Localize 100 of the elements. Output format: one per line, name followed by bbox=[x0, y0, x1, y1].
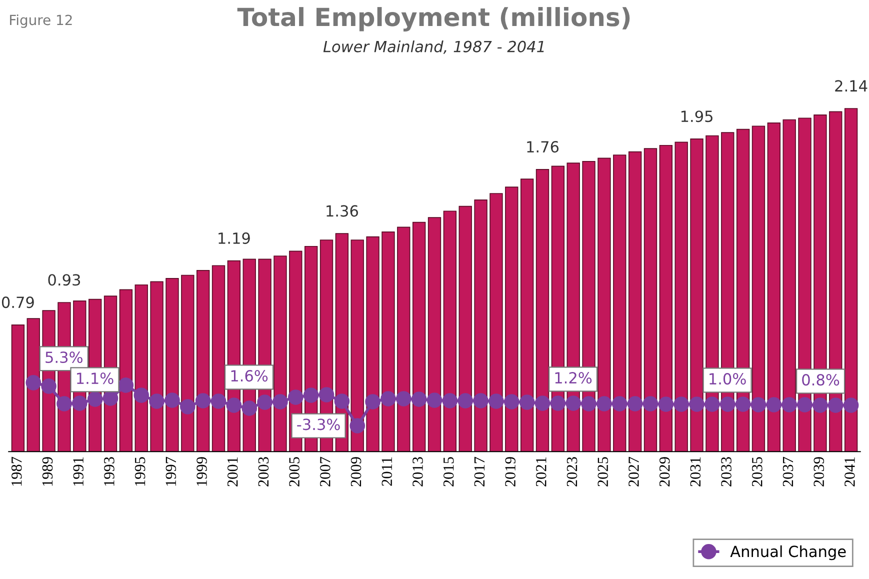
bar bbox=[690, 138, 704, 452]
point bbox=[473, 393, 488, 408]
x-tick-label: 2013 bbox=[412, 457, 423, 486]
caption: Figure 12 bbox=[10, 14, 72, 28]
point bbox=[380, 391, 396, 406]
point bbox=[303, 388, 319, 403]
bar bbox=[767, 122, 781, 452]
point bbox=[442, 393, 458, 408]
x-tick-label: 2001 bbox=[227, 457, 238, 486]
point bbox=[288, 390, 304, 405]
bar bbox=[844, 108, 858, 452]
bar bbox=[166, 278, 179, 452]
x-tick-label: 1989 bbox=[42, 457, 53, 486]
point bbox=[411, 392, 427, 407]
point bbox=[519, 394, 535, 410]
data-label: 1.19 bbox=[218, 232, 250, 244]
point bbox=[642, 396, 658, 412]
point bbox=[195, 393, 211, 408]
data-label: 1.95 bbox=[681, 110, 712, 122]
bar bbox=[520, 178, 534, 452]
bar bbox=[505, 186, 518, 452]
data-label: 1.1% bbox=[77, 372, 114, 384]
bar bbox=[613, 154, 626, 452]
point bbox=[210, 394, 226, 409]
point bbox=[658, 396, 674, 412]
x-tick-label: 2035 bbox=[752, 457, 762, 486]
bar bbox=[119, 289, 133, 452]
bar bbox=[412, 222, 426, 452]
point bbox=[627, 396, 643, 412]
x-tick-label: 2009 bbox=[350, 457, 362, 486]
bar bbox=[598, 158, 611, 452]
x-tick-label: 2011 bbox=[382, 457, 392, 486]
x-tick-label: 2007 bbox=[320, 456, 330, 486]
x-tick-label: 2041 bbox=[844, 457, 855, 486]
point bbox=[72, 396, 88, 411]
x-tick-label: 2025 bbox=[598, 457, 608, 486]
point bbox=[118, 378, 134, 393]
point bbox=[102, 390, 118, 406]
x-tick-label: 2015 bbox=[443, 457, 454, 486]
bar bbox=[181, 274, 194, 452]
point bbox=[350, 418, 365, 434]
point bbox=[365, 394, 380, 410]
point bbox=[843, 398, 859, 413]
point bbox=[735, 396, 751, 412]
point bbox=[396, 391, 412, 406]
x-tick-label: 2003 bbox=[258, 457, 269, 486]
point bbox=[257, 394, 272, 410]
x-tick-label: 2023 bbox=[566, 457, 578, 486]
x-tick-label: 1991 bbox=[73, 457, 84, 486]
point bbox=[766, 397, 782, 412]
point bbox=[750, 397, 766, 412]
data-label: 0.93 bbox=[48, 274, 80, 286]
bar bbox=[428, 217, 442, 452]
x-tick-label: 1987 bbox=[11, 456, 22, 486]
x-tick-label: 2019 bbox=[505, 457, 516, 486]
point bbox=[164, 392, 180, 408]
data-label: 1.2% bbox=[555, 372, 592, 384]
point bbox=[534, 396, 550, 411]
bar bbox=[11, 324, 25, 452]
point bbox=[581, 396, 596, 412]
point bbox=[720, 396, 736, 412]
point bbox=[149, 394, 164, 409]
legend-label: Annual Change bbox=[730, 545, 846, 560]
point bbox=[504, 394, 520, 410]
x-tick-label: 1995 bbox=[134, 457, 146, 486]
bar bbox=[458, 206, 472, 452]
bar bbox=[752, 126, 766, 452]
bar bbox=[134, 284, 148, 452]
x-tick-label: 2039 bbox=[814, 457, 824, 486]
x-tick-label: 2033 bbox=[721, 457, 732, 486]
x-tick-label: 2005 bbox=[289, 457, 300, 486]
point bbox=[612, 396, 628, 412]
point bbox=[458, 393, 473, 408]
point bbox=[488, 394, 504, 409]
x-tick-label: 2021 bbox=[536, 457, 546, 486]
x-tick-label: 1999 bbox=[196, 457, 207, 486]
bar bbox=[659, 144, 673, 452]
point bbox=[812, 398, 828, 413]
point bbox=[318, 387, 334, 402]
point bbox=[242, 400, 258, 416]
x-tick-label: 1993 bbox=[104, 457, 114, 486]
x-tick-label: 2037 bbox=[782, 456, 794, 486]
chart-subtitle: Lower Mainland, 1987 - 2041 bbox=[323, 40, 544, 54]
data-label: 0.8% bbox=[802, 374, 840, 386]
bar bbox=[644, 148, 658, 452]
point bbox=[689, 396, 704, 412]
data-label: -3.3% bbox=[297, 418, 340, 430]
point bbox=[226, 398, 242, 413]
point bbox=[41, 378, 56, 394]
point bbox=[828, 398, 844, 413]
point bbox=[596, 396, 612, 412]
data-label: 5.3% bbox=[46, 351, 82, 364]
bar bbox=[212, 265, 226, 452]
point bbox=[56, 396, 72, 412]
data-label: 1.36 bbox=[326, 205, 358, 217]
bar bbox=[536, 169, 550, 452]
point bbox=[782, 397, 797, 412]
point bbox=[566, 396, 581, 411]
bar bbox=[782, 119, 796, 452]
point bbox=[704, 396, 720, 412]
